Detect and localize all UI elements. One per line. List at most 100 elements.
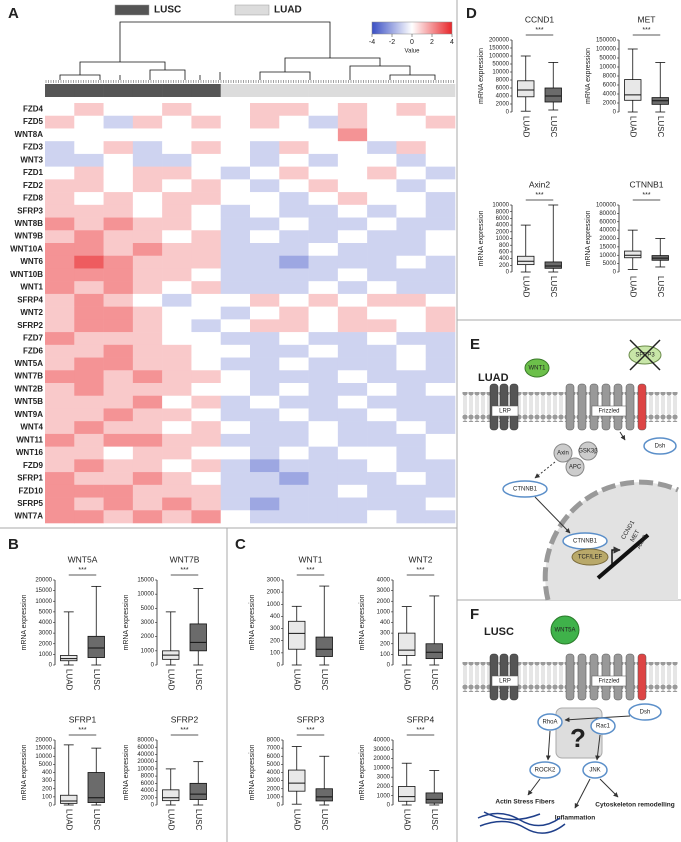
heatmap-cell bbox=[396, 192, 427, 206]
x-tick-label: LUAD bbox=[167, 809, 176, 831]
heatmap-cell bbox=[337, 243, 368, 257]
y-tick-label: 200 bbox=[499, 263, 510, 269]
y-tick-label: 4000 bbox=[496, 223, 510, 229]
heatmap-cell bbox=[279, 128, 309, 142]
heatmap-cell bbox=[74, 293, 104, 307]
heatmap-cell bbox=[367, 319, 397, 333]
label: RhoA bbox=[542, 720, 557, 726]
heatmap-cell bbox=[162, 472, 192, 486]
y-tick-label: 5000 bbox=[141, 606, 155, 612]
heatmap-cell bbox=[367, 268, 397, 282]
heatmap-cell bbox=[396, 268, 427, 282]
heatmap-cell bbox=[162, 153, 192, 167]
heatmap-cell bbox=[308, 472, 339, 486]
diagram-title: LUAD bbox=[478, 372, 509, 384]
heatmap-cell bbox=[162, 510, 192, 524]
heatmap-cell bbox=[396, 446, 427, 460]
y-tick-label: 8000 bbox=[603, 74, 617, 80]
heatmap-cell bbox=[162, 217, 192, 231]
heatmap-cell bbox=[162, 383, 192, 397]
heatmap-cell bbox=[396, 166, 427, 180]
y-tick-label: 3000 bbox=[267, 578, 281, 584]
heatmap-cell bbox=[367, 370, 397, 384]
heatmap-cell bbox=[74, 421, 104, 435]
heatmap-cell bbox=[396, 484, 427, 498]
heatmap-cell bbox=[45, 319, 75, 333]
heatmap-cell bbox=[396, 179, 427, 193]
heatmap-cell bbox=[367, 179, 397, 193]
heatmap-cell bbox=[250, 153, 280, 167]
heatmap-cell bbox=[45, 459, 75, 473]
heatmap-cell bbox=[162, 433, 192, 447]
heatmap-cell bbox=[367, 421, 397, 435]
heatmap-cell bbox=[308, 268, 339, 282]
y-axis-label: mRNA expression bbox=[123, 744, 130, 800]
heatmap-cell bbox=[103, 459, 134, 473]
y-tick-label: 20000 bbox=[373, 756, 390, 762]
heatmap-cell bbox=[162, 179, 192, 193]
label: CTNNB1 bbox=[573, 539, 598, 545]
heatmap-cell bbox=[103, 268, 134, 282]
heatmap-cell bbox=[74, 357, 104, 371]
heatmap-cell bbox=[279, 446, 309, 460]
heatmap-cell bbox=[74, 484, 104, 498]
heatmap-cell bbox=[132, 370, 163, 384]
fibers bbox=[477, 811, 566, 834]
heatmap-cell bbox=[279, 166, 309, 180]
box bbox=[60, 794, 78, 804]
heatmap-cell bbox=[74, 204, 104, 218]
ligand bbox=[550, 615, 580, 645]
heatmap-cell bbox=[337, 166, 368, 180]
heatmap-cell bbox=[74, 459, 104, 473]
heatmap-cell bbox=[220, 395, 251, 409]
box bbox=[398, 632, 416, 656]
heatmap-cell bbox=[220, 408, 251, 422]
heatmap-cell bbox=[74, 166, 104, 180]
heatmap-cell bbox=[162, 141, 192, 155]
heatmap-cell bbox=[337, 281, 368, 295]
frizzled bbox=[565, 383, 647, 431]
label: Axin bbox=[557, 451, 569, 457]
y-tick-label: 5000 bbox=[39, 762, 53, 768]
heatmap-cell bbox=[132, 281, 163, 295]
heatmap-cell bbox=[279, 370, 309, 384]
heatmap-cell bbox=[74, 332, 104, 346]
heatmap-cell bbox=[45, 243, 75, 257]
heatmap-cell bbox=[367, 459, 397, 473]
heatmap-cell bbox=[45, 141, 75, 155]
row-label: WNT3 bbox=[20, 155, 43, 164]
heatmap-cell bbox=[367, 433, 397, 447]
heatmap-cell bbox=[191, 383, 222, 397]
heatmap-cell bbox=[103, 166, 134, 180]
heatmap-cell bbox=[396, 408, 427, 422]
y-axis-label: mRNA expression bbox=[359, 744, 366, 800]
label: ROCK2 bbox=[535, 768, 556, 774]
y-tick-label: 0 bbox=[387, 803, 391, 809]
heatmap-cell bbox=[396, 319, 427, 333]
y-tick-label: 2000 bbox=[496, 229, 510, 235]
heatmap-cell bbox=[103, 332, 134, 346]
heatmap-cell bbox=[132, 204, 163, 218]
plot-title: SFRP1 bbox=[69, 714, 97, 724]
heatmap-cell bbox=[191, 166, 222, 180]
heatmap-cell bbox=[45, 472, 75, 486]
heatmap-cell bbox=[308, 293, 339, 307]
heatmap-cell bbox=[367, 497, 397, 511]
y-tick-label: 2000 bbox=[39, 641, 53, 647]
heatmap-cell bbox=[74, 472, 104, 486]
heatmap-cell bbox=[45, 217, 75, 231]
heatmap-cell bbox=[162, 484, 192, 498]
heatmap-cell bbox=[132, 408, 163, 422]
heatmap-cell bbox=[308, 230, 339, 244]
row-label: WNT1 bbox=[20, 283, 43, 292]
diagram-e: LUAD WNT1 SFRP3 LRP Frizzled Dsh Axin GS… bbox=[462, 339, 679, 601]
heatmap-cell bbox=[162, 192, 192, 206]
y-tick-label: 2000 bbox=[267, 590, 281, 596]
y-tick-label: 15000 bbox=[137, 578, 154, 584]
row-label: WNT6 bbox=[20, 257, 43, 266]
y-axis-label: mRNA expression bbox=[585, 210, 592, 266]
heatmap-cell bbox=[308, 510, 339, 524]
box bbox=[517, 255, 535, 266]
heatmap-cell bbox=[132, 179, 163, 193]
y-axis-label: mRNA expression bbox=[21, 744, 28, 800]
